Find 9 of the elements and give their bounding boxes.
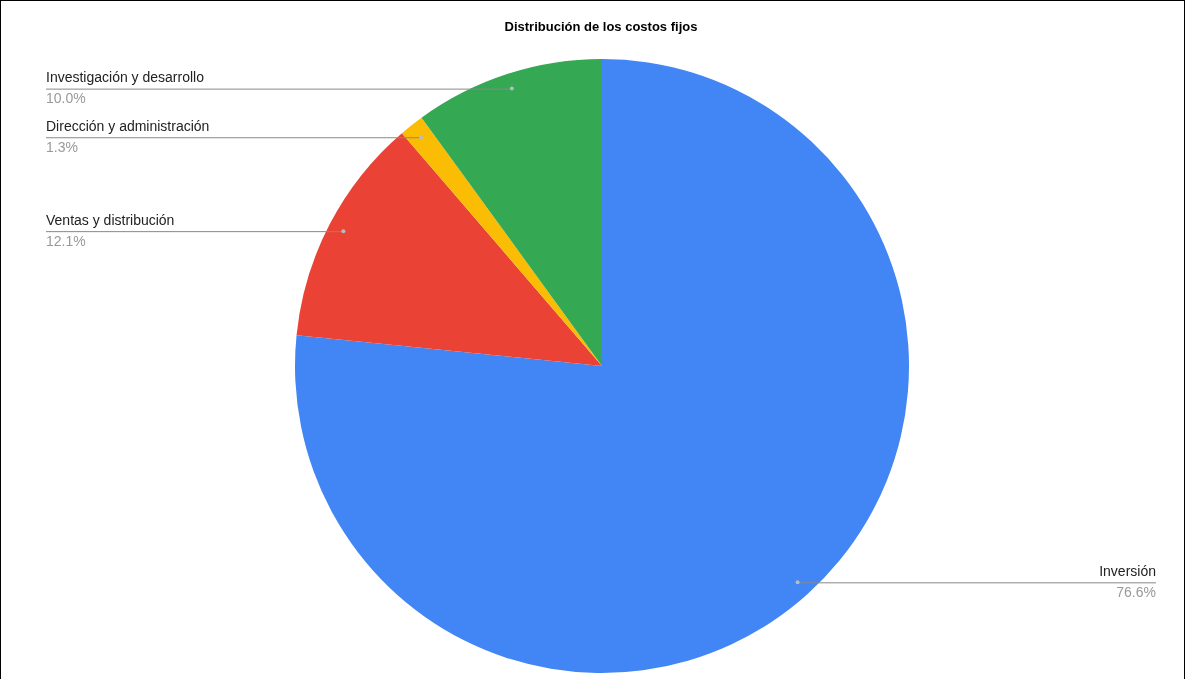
slice-label: Inversión <box>1099 563 1156 580</box>
slice-label: Investigación y desarrollo <box>46 69 205 86</box>
data-label: 76.6% <box>1116 584 1156 601</box>
data-label: 10.0% <box>46 90 86 107</box>
chart-title: Distribución de los costos fijos <box>504 18 698 34</box>
slice-label: Dirección y administración <box>46 118 210 135</box>
data-label: 12.1% <box>46 233 86 250</box>
data-label: 1.3% <box>46 139 78 156</box>
slice-label: Ventas y distribución <box>46 212 175 229</box>
